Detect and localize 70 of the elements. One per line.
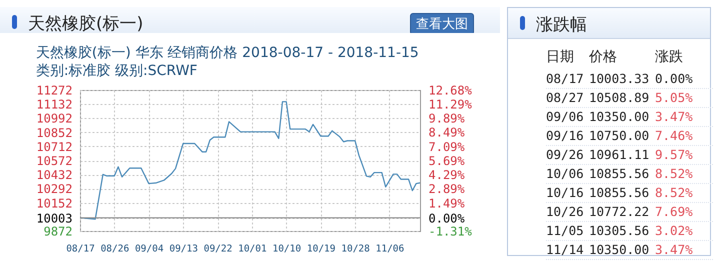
text: 10305.56 (589, 222, 650, 240)
y-tick-label: 11272 (36, 84, 72, 98)
text: 11/05 (546, 222, 585, 240)
x-tick-label: 10/10 (272, 244, 302, 254)
text: 09/06 (546, 108, 585, 126)
text: 08/27 (546, 89, 585, 107)
text: 11/14 (546, 241, 585, 259)
y-tick-label: 10992 (36, 112, 72, 126)
text: 10961.11 (589, 146, 650, 164)
y2-tick-label: 1.49% (428, 196, 466, 210)
text: 10003.33 (589, 70, 650, 88)
y-tick-label: 10572 (36, 154, 72, 168)
text: 10772.22 (589, 203, 650, 221)
text: 9.57% (655, 146, 694, 164)
y-tick-label: 10712 (36, 140, 72, 154)
text: 价格 (589, 48, 618, 66)
y-tick-label: 9872 (44, 224, 72, 238)
x-tick-label: 11/06 (376, 244, 405, 254)
y2-tick-label: 9.89% (428, 112, 466, 126)
y-tick-label: 10152 (36, 196, 72, 210)
text: 10/06 (546, 165, 585, 183)
text: 3.02% (655, 222, 694, 240)
x-tick-label: 09/04 (134, 244, 164, 254)
y2-tick-label: 5.69% (428, 154, 466, 168)
text: 7.46% (655, 127, 694, 145)
x-tick-label: 10/19 (306, 244, 336, 254)
text: 3.47% (655, 108, 694, 126)
y-tick-label: 10003 (36, 211, 72, 226)
text: 09/26 (546, 146, 585, 164)
text: 10750.00 (589, 127, 650, 145)
text: 7.69% (655, 203, 694, 221)
view-large-button[interactable]: 查看大图 (410, 13, 474, 35)
y-tick-label: 10852 (36, 126, 72, 140)
y2-tick-label: 8.49% (428, 126, 466, 140)
x-tick-label: 09/22 (204, 244, 232, 254)
chart-subtitle: 类别:标准胶 级别:SCRWF (36, 63, 198, 79)
text: 09/16 (546, 127, 585, 145)
y2-tick-label: 4.29% (428, 168, 466, 182)
y2-tick-label: -1.31% (428, 224, 473, 238)
x-tick-label: 10/01 (238, 244, 267, 254)
text: 10855.56 (589, 165, 650, 183)
text: 0.00% (655, 70, 694, 88)
text: 涨跌幅 (536, 14, 587, 36)
y-tick-label: 10432 (36, 168, 72, 182)
x-tick-label: 09/13 (169, 244, 198, 254)
x-tick-label: 08/26 (100, 244, 130, 254)
text: 10350.00 (589, 108, 650, 126)
x-tick-label: 10/28 (341, 244, 370, 254)
text: 5.05% (655, 89, 694, 107)
text: 10/26 (546, 203, 585, 221)
text: 8.52% (655, 184, 694, 202)
y2-tick-label: 0.00% (428, 211, 466, 226)
text: 10508.89 (589, 89, 650, 107)
y2-tick-label: 2.89% (428, 182, 466, 196)
y-tick-label: 10292 (36, 182, 72, 196)
text: 10/16 (546, 184, 585, 202)
text: 10855.56 (589, 184, 650, 202)
text: 涨跌 (655, 48, 684, 66)
text: 天然橡胶(标一) (28, 13, 144, 35)
text: 日期 (546, 48, 575, 66)
x-tick-label: 08/17 (66, 244, 95, 254)
text: 8.52% (655, 165, 694, 183)
text: 10350.00 (589, 241, 650, 259)
y2-tick-label: 11.29% (428, 98, 473, 112)
chart-title: 天然橡胶(标一) 华东 经销商价格 2018-08-17 - 2018-11-15 (36, 45, 419, 61)
y2-tick-label: 7.09% (428, 140, 466, 154)
text: 08/17 (546, 70, 585, 88)
text: 3.47% (655, 241, 694, 259)
y2-tick-label: 12.68% (428, 84, 473, 98)
y-tick-label: 11132 (36, 98, 72, 112)
